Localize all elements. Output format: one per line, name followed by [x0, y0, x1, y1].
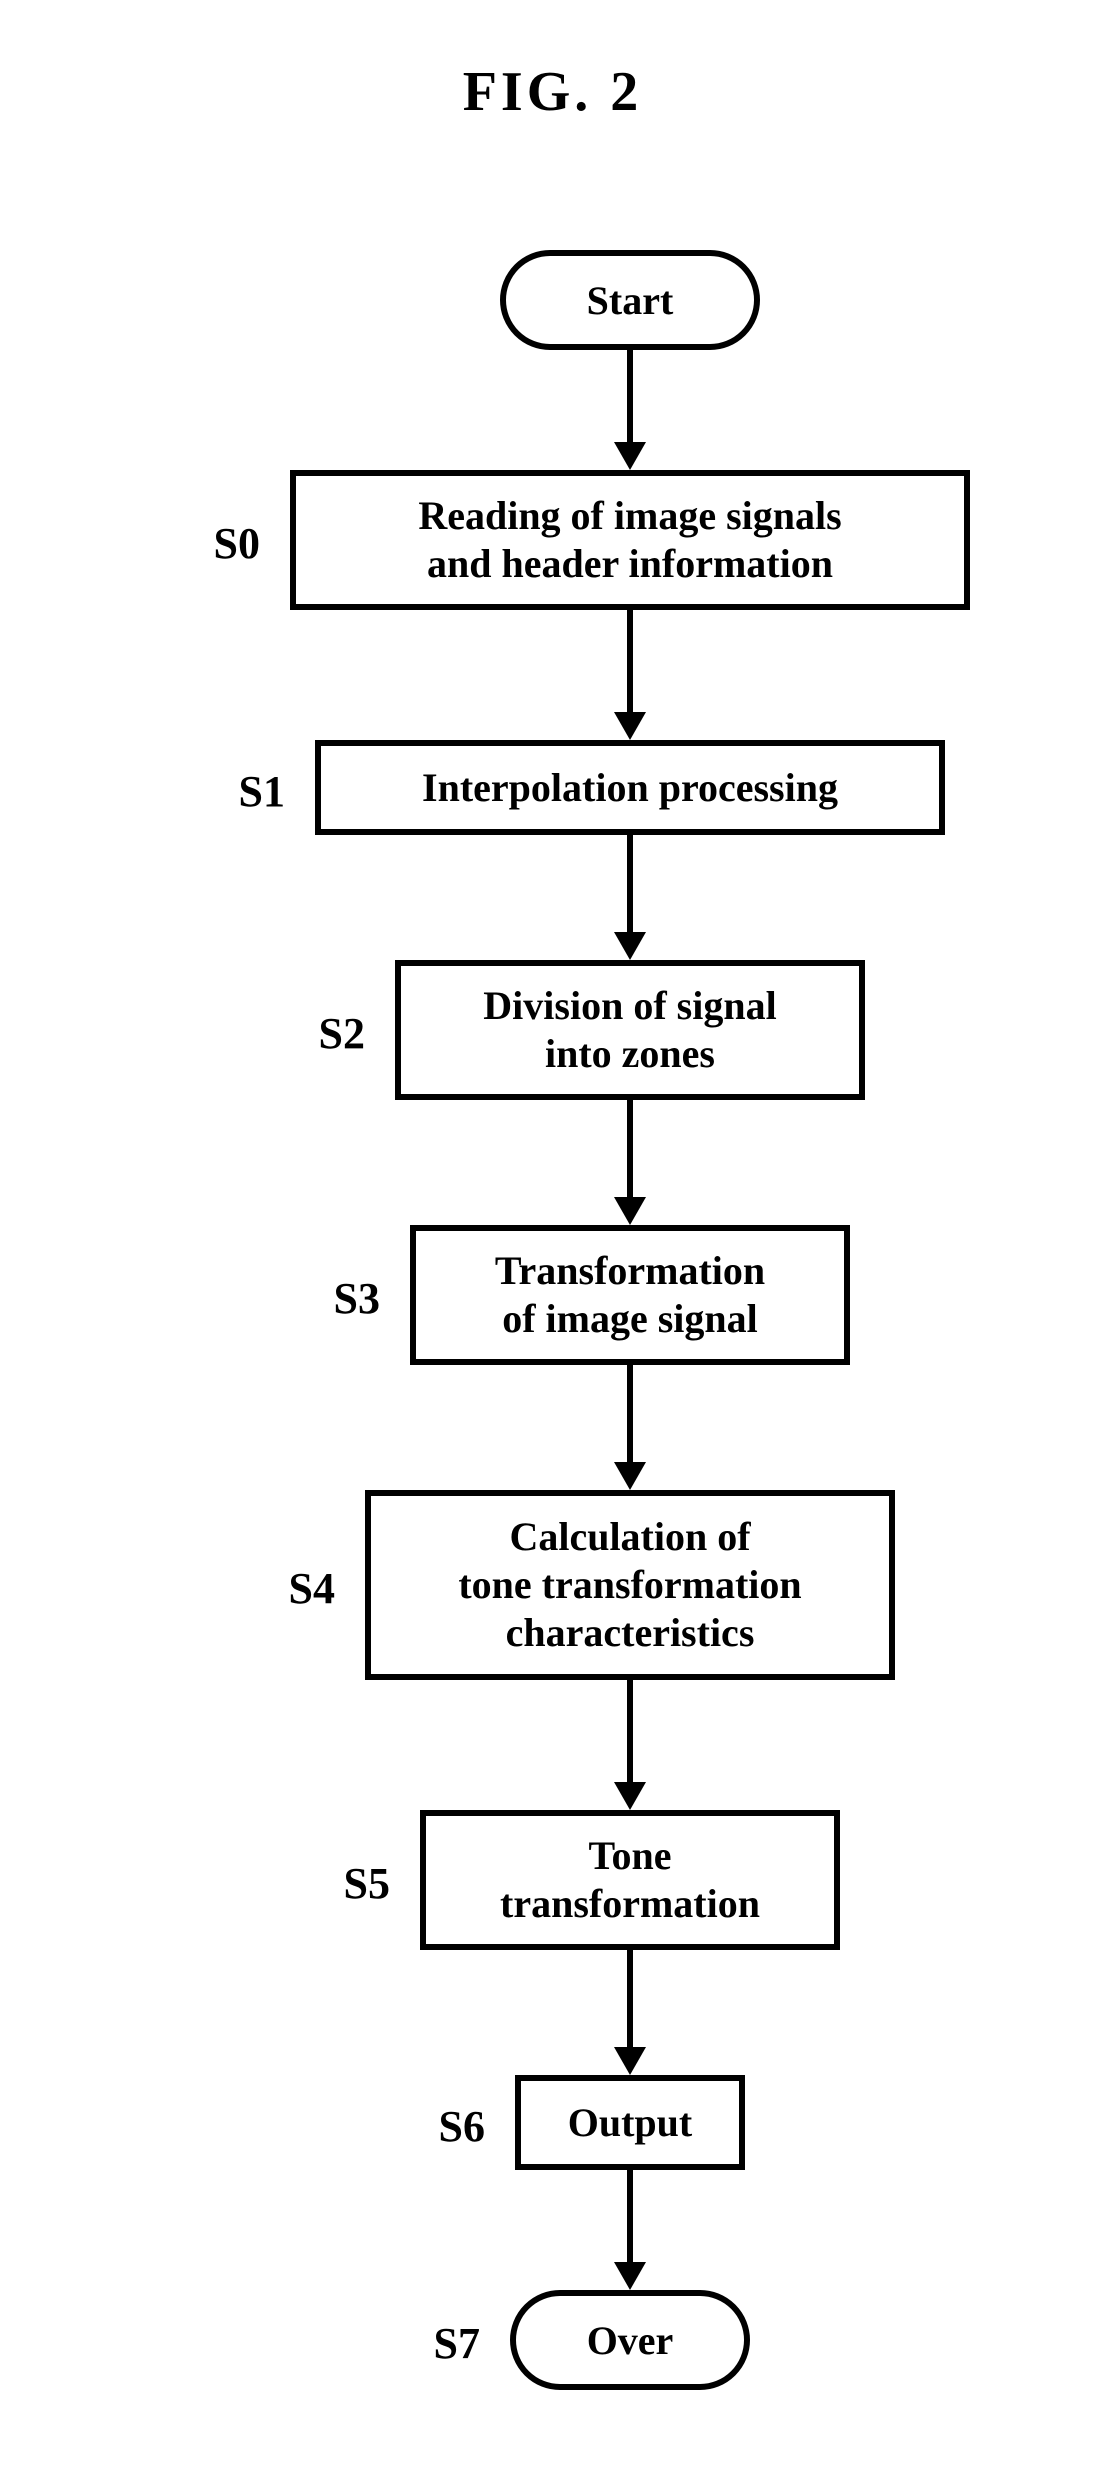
step-label-s7: S7 — [390, 2318, 480, 2369]
step-label-s2: S2 — [275, 1008, 365, 1059]
step-label-s0: S0 — [170, 518, 260, 569]
edge-line — [627, 1950, 633, 2047]
node-s5: Tonetransformation — [420, 1810, 840, 1950]
edge-line — [627, 350, 633, 442]
edge-arrowhead — [614, 1197, 646, 1225]
node-over: Over — [510, 2290, 750, 2390]
edge-arrowhead — [614, 932, 646, 960]
node-label: Tonetransformation — [500, 1832, 760, 1928]
node-s2: Division of signalinto zones — [395, 960, 865, 1100]
edge-line — [627, 1365, 633, 1462]
step-label-s4: S4 — [245, 1563, 335, 1614]
edge-line — [627, 1100, 633, 1197]
node-label: Interpolation processing — [422, 764, 838, 812]
edge-line — [627, 1680, 633, 1782]
node-s1: Interpolation processing — [315, 740, 945, 835]
node-s6: Output — [515, 2075, 745, 2170]
edge-line — [627, 610, 633, 712]
edge-arrowhead — [614, 1462, 646, 1490]
step-label-s1: S1 — [195, 766, 285, 817]
edge-line — [627, 2170, 633, 2262]
node-s3: Transformationof image signal — [410, 1225, 850, 1365]
edge-line — [627, 835, 633, 932]
edge-arrowhead — [614, 1782, 646, 1810]
node-label: Reading of image signalsand header infor… — [418, 492, 841, 588]
edge-arrowhead — [614, 442, 646, 470]
node-label: Start — [587, 277, 674, 324]
node-label: Division of signalinto zones — [483, 982, 776, 1078]
node-label: Over — [587, 2317, 674, 2364]
edge-arrowhead — [614, 712, 646, 740]
node-label: Calculation oftone transformationcharact… — [458, 1513, 801, 1657]
step-label-s6: S6 — [395, 2101, 485, 2152]
node-s4: Calculation oftone transformationcharact… — [365, 1490, 895, 1680]
node-s0: Reading of image signalsand header infor… — [290, 470, 970, 610]
node-label: Transformationof image signal — [495, 1247, 765, 1343]
step-label-s5: S5 — [300, 1858, 390, 1909]
edge-arrowhead — [614, 2262, 646, 2290]
figure-title: FIG. 2 — [0, 60, 1105, 124]
node-label: Output — [568, 2099, 693, 2147]
node-start: Start — [500, 250, 760, 350]
step-label-s3: S3 — [290, 1273, 380, 1324]
flowchart-page: FIG. 2 Start Reading of image signalsand … — [0, 0, 1105, 2491]
edge-arrowhead — [614, 2047, 646, 2075]
